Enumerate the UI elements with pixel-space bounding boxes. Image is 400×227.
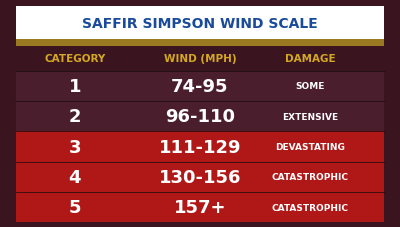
Text: 4: 4 bbox=[69, 168, 81, 186]
Text: 1: 1 bbox=[69, 78, 81, 96]
FancyBboxPatch shape bbox=[16, 132, 384, 162]
Text: SOME: SOME bbox=[296, 82, 325, 91]
Text: DAMAGE: DAMAGE bbox=[285, 54, 336, 64]
Text: 2: 2 bbox=[69, 108, 81, 126]
FancyBboxPatch shape bbox=[16, 102, 384, 132]
FancyBboxPatch shape bbox=[16, 72, 384, 102]
Text: DEVASTATING: DEVASTATING bbox=[276, 143, 345, 151]
Text: 74-95: 74-95 bbox=[171, 78, 229, 96]
Text: CATEGORY: CATEGORY bbox=[44, 54, 106, 64]
Text: 3: 3 bbox=[69, 138, 81, 156]
Text: SAFFIR SIMPSON WIND SCALE: SAFFIR SIMPSON WIND SCALE bbox=[82, 17, 318, 30]
Text: 96-110: 96-110 bbox=[165, 108, 235, 126]
FancyBboxPatch shape bbox=[16, 192, 384, 222]
Text: CATASTROPHIC: CATASTROPHIC bbox=[272, 173, 349, 182]
Text: 111-129: 111-129 bbox=[159, 138, 241, 156]
Text: EXTENSIVE: EXTENSIVE bbox=[282, 112, 338, 121]
Text: WIND (MPH): WIND (MPH) bbox=[164, 54, 236, 64]
FancyBboxPatch shape bbox=[16, 7, 384, 40]
Text: 130-156: 130-156 bbox=[159, 168, 241, 186]
Text: 157+: 157+ bbox=[174, 198, 226, 216]
FancyBboxPatch shape bbox=[16, 40, 384, 47]
Text: 5: 5 bbox=[69, 198, 81, 216]
FancyBboxPatch shape bbox=[16, 162, 384, 192]
FancyBboxPatch shape bbox=[16, 47, 384, 72]
Text: CATASTROPHIC: CATASTROPHIC bbox=[272, 203, 349, 212]
